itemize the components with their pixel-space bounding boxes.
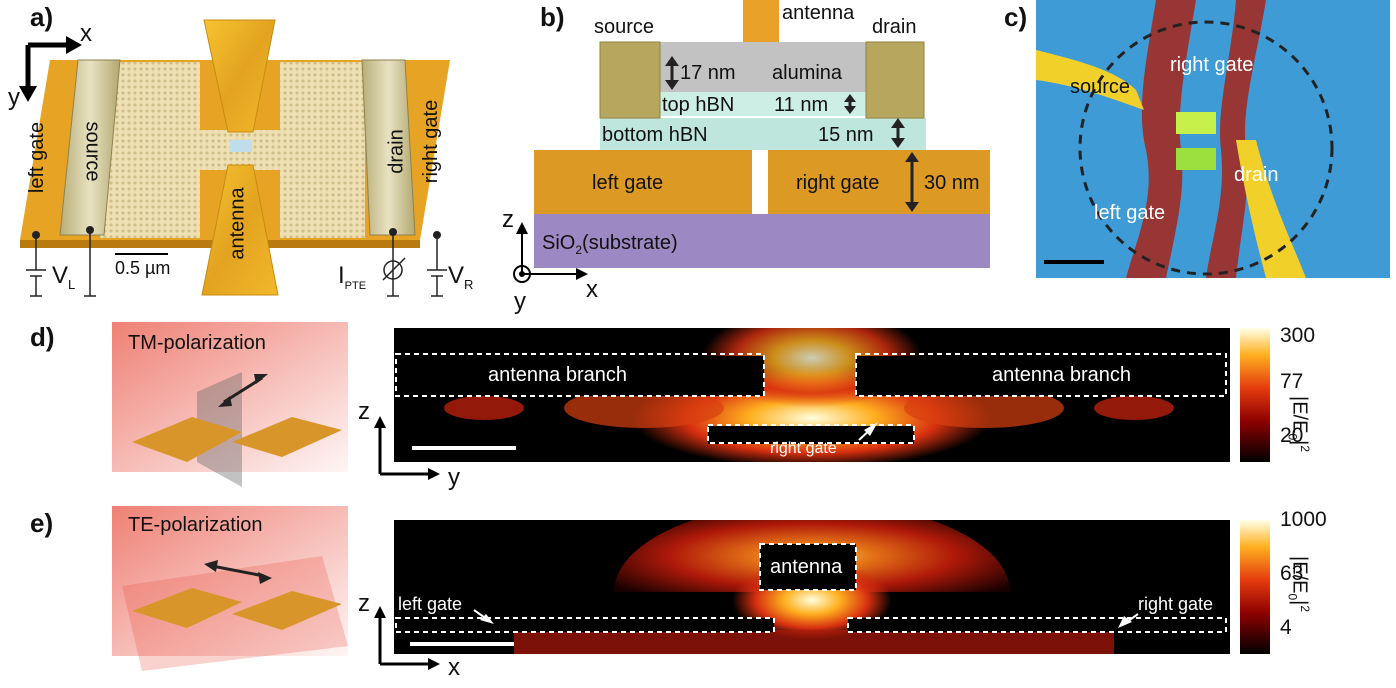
- panel-c-source-label: source: [1070, 76, 1131, 98]
- panel-e-label: e): [30, 508, 54, 538]
- panel-b-top-hbn-label: top hBN: [662, 94, 735, 116]
- panel-e-colorbar: [1240, 520, 1270, 654]
- panel-a-source-label: source: [81, 121, 104, 182]
- panel-b-alumina-label: alumina: [772, 62, 843, 84]
- panel-d-axis-z: z: [358, 398, 370, 425]
- panel-b-right-gate-label: right gate: [796, 172, 880, 194]
- panel-a-axis-y: y: [8, 84, 20, 111]
- panel-d-axis-y: y: [448, 464, 460, 491]
- panel-b-t15-label: 15 nm: [818, 124, 874, 146]
- panel-b-substrate-label: SiO2(substrate): [542, 232, 678, 257]
- panel-a-vl-label: VL: [52, 262, 75, 292]
- panel-b-t11-label: 11 nm: [774, 94, 829, 116]
- panel-a-vr-label: VR: [448, 262, 473, 292]
- panel-d-cb-title-sup: 2: [1298, 445, 1312, 453]
- panel-d-axes: [374, 416, 440, 480]
- panel-d-tm-illustration: [112, 322, 348, 487]
- panel-a-antenna-label: antenna: [226, 187, 249, 260]
- panel-b-substrate-pre: SiO: [542, 232, 576, 254]
- panel-a-ipte-label: IPTE: [338, 262, 366, 292]
- panel-a-ipte-sub: PTE: [344, 279, 367, 292]
- panel-b-source-label: source: [594, 16, 655, 38]
- panel-d-branch-right-label: antenna branch: [992, 364, 1132, 386]
- panel-b-drain-label: drain: [872, 16, 917, 38]
- panel-a-vl-sub: L: [68, 276, 76, 292]
- panel-a-scalebar-label: 0.5 µm: [115, 258, 171, 278]
- panel-e-right-gate-label: right gate: [1138, 594, 1214, 614]
- panel-c-label: c): [1004, 2, 1028, 32]
- panel-e-axis-x: x: [448, 654, 460, 681]
- panel-d-label: d): [30, 322, 55, 352]
- panel-b-cross-section: [513, 0, 990, 283]
- panel-e-cb-title-main: |E/E: [1288, 556, 1311, 594]
- panel-d-cb-tick-1: 77: [1280, 370, 1304, 393]
- panel-b-t17-label: 17 nm: [680, 62, 736, 84]
- panel-d-polarization-label: TM-polarization: [128, 332, 266, 354]
- panel-a-axis-x: x: [80, 20, 92, 47]
- panel-d-cb-tick-0: 300: [1280, 324, 1316, 347]
- panel-b-axis-x: x: [586, 276, 598, 303]
- panel-b-bottom-hbn-label: bottom hBN: [602, 124, 708, 146]
- panel-c-dashed-circle: [1078, 20, 1334, 276]
- panel-b-axes: [513, 228, 582, 283]
- panel-a-vr-main: V: [448, 262, 465, 289]
- panel-e-axis-z: z: [358, 590, 370, 617]
- panel-e-cb-tick-1: 63: [1280, 562, 1304, 585]
- panel-b-axis-z: z: [502, 206, 514, 233]
- panel-d-branch-left-label: antenna branch: [488, 364, 628, 386]
- panel-c-drain-label: drain: [1234, 164, 1279, 186]
- panel-a-vl-main: V: [52, 262, 69, 289]
- panel-d-cb-title-main: |E/E: [1288, 396, 1311, 434]
- panel-b-left-gate-label: left gate: [592, 172, 664, 194]
- panel-e-axes: [374, 606, 440, 670]
- panel-a-ipte-main: I: [338, 262, 345, 289]
- panel-a-vr-sub: R: [464, 276, 474, 292]
- panel-e-te-illustration: [112, 506, 348, 671]
- panel-d-colorbar: [1240, 328, 1270, 462]
- panel-a-device-diagram: [19, 19, 450, 297]
- panel-a-right-gate-label: right gate: [420, 99, 443, 184]
- panel-b-substrate-post: (substrate): [582, 232, 678, 254]
- panel-a-left-gate-label: left gate: [26, 121, 49, 194]
- panel-d-right-gate-label: right gate: [770, 440, 837, 457]
- panel-e-left-gate-label: left gate: [398, 594, 463, 614]
- panel-e-cb-title: |E/E0|2: [1285, 556, 1312, 612]
- panel-e-polarization-label: TE-polarization: [128, 514, 263, 536]
- panel-e-antenna-label: antenna: [770, 556, 843, 578]
- panel-e-cb-tick-2: 4: [1280, 616, 1292, 639]
- panel-d-field-map: [394, 328, 1230, 462]
- panel-c-right-gate-label: right gate: [1170, 54, 1254, 76]
- panel-b-label: b): [540, 2, 565, 32]
- panel-a-drain-label: drain: [385, 129, 408, 174]
- panel-b-substrate-sub: 2: [575, 243, 583, 257]
- panel-b-t30-label: 30 nm: [924, 172, 980, 194]
- panel-b-antenna-label: antenna: [782, 2, 855, 24]
- panel-c-left-gate-label: left gate: [1094, 202, 1166, 224]
- panel-d-cb-tick-2: 20: [1280, 424, 1304, 447]
- panel-c-afm-image: [1036, 0, 1390, 278]
- panel-d-cb-title: |E/E0|2: [1285, 396, 1312, 452]
- panel-e-cb-title-sup: 2: [1298, 605, 1312, 613]
- panel-b-axis-y: y: [514, 288, 526, 315]
- panel-e-cb-tick-0: 1000: [1280, 508, 1327, 531]
- panel-a-label: a): [30, 2, 54, 32]
- panel-e-field-map: [394, 520, 1230, 654]
